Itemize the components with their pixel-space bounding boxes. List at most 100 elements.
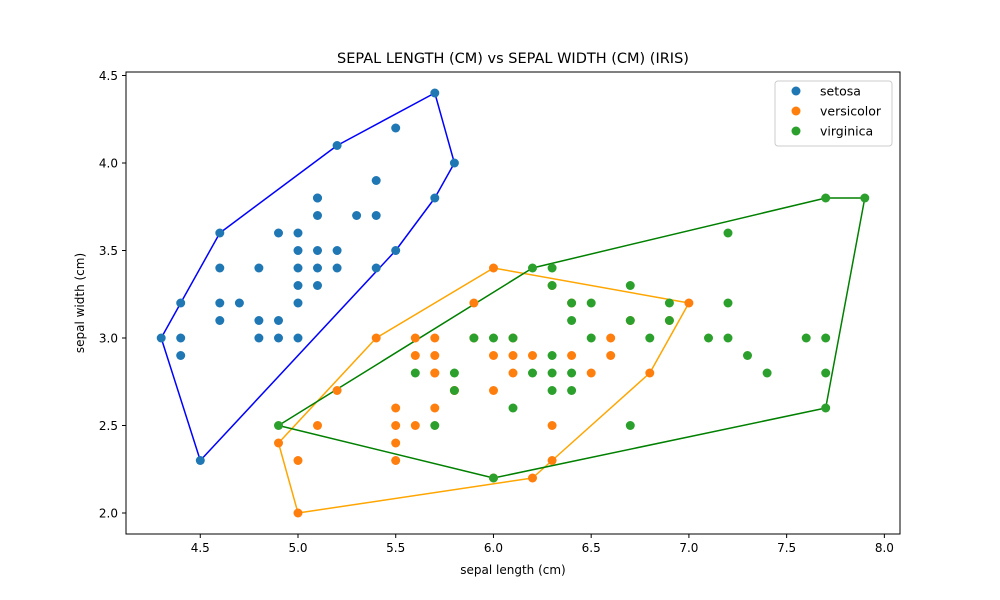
y-tick-label: 2.5 [99, 419, 118, 433]
y-tick-label: 3.0 [99, 332, 118, 346]
point-virginica [586, 333, 596, 343]
point-virginica [547, 351, 557, 360]
point-virginica [567, 368, 577, 378]
point-setosa [176, 298, 186, 308]
point-virginica [469, 333, 479, 343]
point-virginica [430, 421, 440, 430]
x-tick-label: 4.5 [191, 541, 210, 555]
point-setosa [293, 333, 303, 343]
point-setosa [293, 298, 303, 308]
point-setosa [430, 193, 440, 203]
point-virginica [743, 351, 752, 360]
point-setosa [254, 316, 264, 325]
point-versicolor [430, 333, 440, 343]
x-tick-label: 6.0 [484, 541, 503, 555]
point-versicolor [606, 333, 616, 343]
point-virginica [723, 228, 733, 238]
x-tick-label: 8.0 [875, 541, 894, 555]
point-versicolor [391, 403, 401, 413]
point-virginica [449, 368, 459, 378]
point-versicolor [547, 456, 557, 465]
point-setosa [254, 263, 264, 273]
point-versicolor [313, 421, 322, 430]
point-versicolor [528, 473, 537, 483]
x-axis-label: sepal length (cm) [460, 563, 565, 577]
point-virginica [547, 281, 557, 290]
point-versicolor [684, 298, 694, 308]
point-virginica [528, 263, 537, 273]
legend: setosa versicolor virginica [774, 80, 893, 147]
point-virginica [723, 333, 733, 343]
point-setosa [215, 298, 225, 308]
point-setosa [293, 263, 303, 273]
point-versicolor [508, 351, 518, 360]
point-versicolor [391, 421, 401, 430]
point-virginica [821, 403, 831, 413]
point-versicolor [430, 368, 440, 378]
point-setosa [156, 333, 166, 343]
y-tick-label: 3.5 [99, 244, 118, 258]
point-setosa [215, 316, 225, 325]
point-setosa [449, 158, 459, 168]
point-setosa [430, 88, 440, 98]
point-virginica [547, 386, 557, 395]
point-versicolor [508, 368, 518, 378]
point-setosa [293, 246, 303, 255]
point-versicolor [489, 351, 498, 360]
point-setosa [313, 246, 322, 255]
point-versicolor [391, 438, 401, 448]
point-virginica [508, 403, 518, 413]
point-setosa [234, 298, 244, 308]
point-setosa [215, 263, 225, 273]
point-setosa [293, 281, 303, 290]
legend-label-versicolor: versicolor [820, 104, 882, 119]
point-virginica [762, 368, 772, 378]
point-setosa [371, 211, 381, 220]
point-versicolor [410, 351, 420, 360]
point-versicolor [430, 351, 440, 360]
point-setosa [313, 281, 322, 290]
point-virginica [547, 368, 557, 378]
point-virginica [821, 333, 831, 343]
point-setosa [371, 176, 381, 185]
point-virginica [567, 386, 577, 395]
point-virginica [625, 281, 635, 290]
x-axis: 4.5 5.0 5.5 6.0 6.5 7.0 7.5 8.0 [191, 534, 894, 555]
point-virginica [821, 368, 831, 378]
points-layer [156, 88, 870, 518]
y-tick-label: 4.0 [99, 157, 118, 171]
point-setosa [332, 246, 342, 255]
point-versicolor [332, 386, 342, 395]
point-virginica [704, 333, 713, 343]
point-versicolor [606, 351, 616, 360]
legend-box [774, 80, 893, 147]
point-virginica [664, 298, 674, 308]
point-setosa [332, 263, 342, 273]
point-versicolor [391, 456, 401, 465]
point-setosa [391, 246, 401, 255]
point-versicolor [489, 263, 498, 273]
plot-frame [125, 71, 901, 535]
point-setosa [332, 141, 342, 150]
point-versicolor [645, 368, 655, 378]
point-virginica [801, 333, 811, 343]
point-setosa [391, 123, 401, 133]
point-virginica [410, 368, 420, 378]
point-setosa [176, 351, 186, 360]
point-versicolor [430, 403, 440, 413]
point-versicolor [567, 351, 577, 360]
point-setosa [274, 228, 283, 238]
point-versicolor [489, 386, 498, 395]
point-versicolor [410, 421, 420, 430]
point-setosa [313, 263, 322, 273]
point-setosa [176, 333, 186, 343]
y-tick-label: 2.0 [99, 507, 118, 521]
point-versicolor [274, 438, 283, 448]
y-axis-label: sepal width (cm) [73, 253, 87, 353]
point-virginica [625, 421, 635, 430]
legend-marker-virginica [791, 126, 801, 136]
point-versicolor [528, 351, 537, 360]
point-virginica [449, 386, 459, 395]
point-virginica [508, 333, 518, 343]
point-virginica [664, 316, 674, 325]
